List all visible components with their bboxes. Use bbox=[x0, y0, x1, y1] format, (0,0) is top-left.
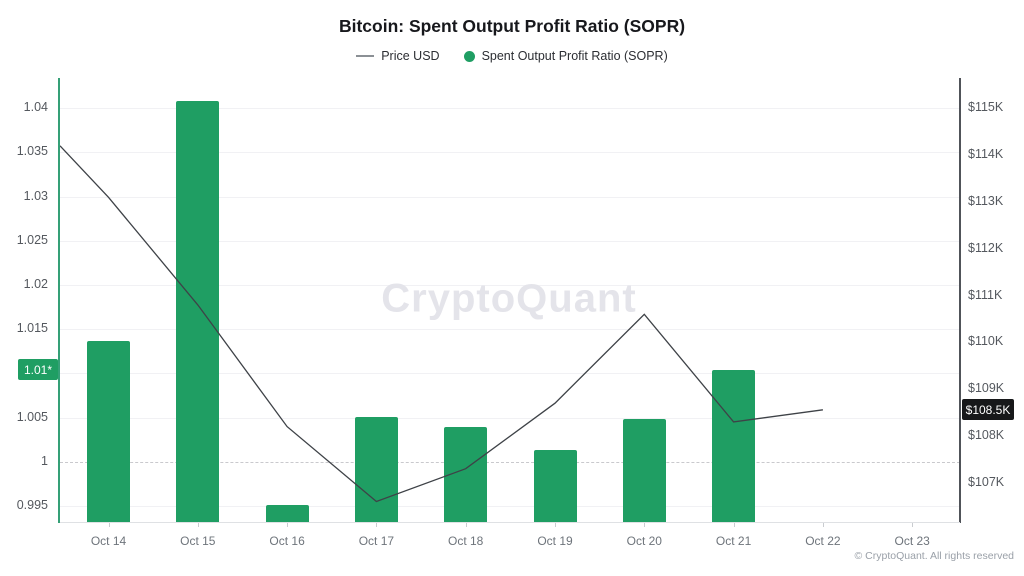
sopr-bar-oct-19[interactable] bbox=[533, 449, 577, 522]
x-axis-tick bbox=[108, 523, 110, 527]
x-axis-label: Oct 15 bbox=[180, 534, 216, 548]
gridline bbox=[60, 373, 960, 375]
gridline bbox=[60, 196, 960, 198]
gridline bbox=[60, 152, 960, 154]
right-axis-label: $110K bbox=[968, 334, 1004, 349]
x-axis-label: Oct 18 bbox=[448, 534, 484, 548]
x-axis-line bbox=[60, 522, 960, 523]
legend-item-price-usd[interactable]: Price USD bbox=[356, 49, 440, 63]
x-axis-tick bbox=[822, 523, 824, 527]
x-axis-tick bbox=[555, 523, 556, 527]
gridline bbox=[60, 108, 960, 110]
x-axis-label: Oct 16 bbox=[269, 534, 305, 548]
sopr-bar-oct-15[interactable] bbox=[176, 101, 220, 522]
x-axis-tick bbox=[912, 523, 914, 527]
chart-title: Bitcoin: Spent Output Profit Ratio (SOPR… bbox=[338, 16, 686, 36]
x-axis-label: Oct 17 bbox=[358, 534, 395, 548]
line-marker-icon bbox=[356, 55, 375, 57]
circle-marker-icon bbox=[463, 50, 475, 62]
gridline bbox=[60, 417, 960, 419]
left-axis-label: 1.03 bbox=[23, 188, 48, 203]
chart-legend: Price USD Spent Output Profit Ratio (SOP… bbox=[0, 49, 1024, 63]
x-axis-label: Oct 14 bbox=[90, 534, 127, 548]
right-axis-label: $111K bbox=[968, 287, 1003, 302]
copyright-text: © CryptoQuant. All rights reserved bbox=[854, 550, 1014, 562]
right-axis-label: $114K bbox=[968, 147, 1004, 162]
legend-label: Spent Output Profit Ratio (SOPR) bbox=[481, 49, 668, 63]
right-axis-label: $108K bbox=[968, 427, 1005, 442]
left-axis-label: 1.015 bbox=[16, 321, 48, 336]
x-axis-label: Oct 21 bbox=[715, 534, 752, 548]
left-axis-label: 1.02 bbox=[23, 277, 48, 292]
sopr-bar-oct-21[interactable] bbox=[712, 369, 756, 522]
left-axis-label: 1.04 bbox=[23, 100, 48, 115]
x-axis-tick bbox=[376, 523, 378, 527]
x-axis-tick bbox=[287, 523, 289, 527]
right-axis-label: $107K bbox=[968, 474, 1005, 489]
sopr-current-badge: 1.01* bbox=[18, 359, 58, 381]
sopr-bar-oct-20[interactable] bbox=[622, 419, 666, 522]
gridline-dashed-1 bbox=[60, 461, 960, 463]
gridline bbox=[60, 285, 960, 287]
legend-item-sopr[interactable]: Spent Output Profit Ratio (SOPR) bbox=[463, 49, 668, 63]
x-axis-tick bbox=[197, 523, 199, 527]
price-current-badge: $108.5K bbox=[962, 399, 1014, 421]
sopr-bar-oct-17[interactable] bbox=[354, 416, 398, 522]
x-axis-label: Oct 20 bbox=[626, 534, 662, 548]
gridline bbox=[60, 506, 960, 508]
left-axis-spine bbox=[58, 78, 60, 523]
left-axis-label: 0.995 bbox=[16, 498, 48, 513]
x-axis-label: Oct 22 bbox=[805, 534, 841, 548]
sopr-bar-oct-14[interactable] bbox=[87, 340, 130, 522]
right-axis-label: $115K bbox=[968, 100, 1004, 115]
right-axis-label: $109K bbox=[968, 381, 1005, 396]
left-axis-label: 1.035 bbox=[16, 144, 48, 159]
left-axis-label: 1 bbox=[41, 453, 48, 468]
left-axis-label: 1.005 bbox=[16, 409, 48, 424]
x-axis-label: Oct 19 bbox=[537, 534, 573, 548]
watermark: CryptoQuant bbox=[381, 276, 637, 321]
left-axis-label: 1.025 bbox=[16, 232, 48, 247]
right-axis-label: $113K bbox=[968, 194, 1004, 208]
x-axis-tick bbox=[644, 523, 646, 527]
price-line[interactable] bbox=[59, 145, 823, 503]
x-axis-tick bbox=[733, 523, 735, 527]
right-axis-label: $112K bbox=[968, 240, 1004, 255]
sopr-bar-oct-16[interactable] bbox=[265, 505, 309, 522]
right-axis-spine bbox=[959, 78, 961, 523]
x-axis-label: Oct 23 bbox=[894, 534, 930, 548]
gridline bbox=[60, 240, 960, 242]
legend-label: Price USD bbox=[381, 49, 440, 63]
x-axis-tick bbox=[465, 523, 467, 527]
gridline bbox=[60, 329, 960, 331]
